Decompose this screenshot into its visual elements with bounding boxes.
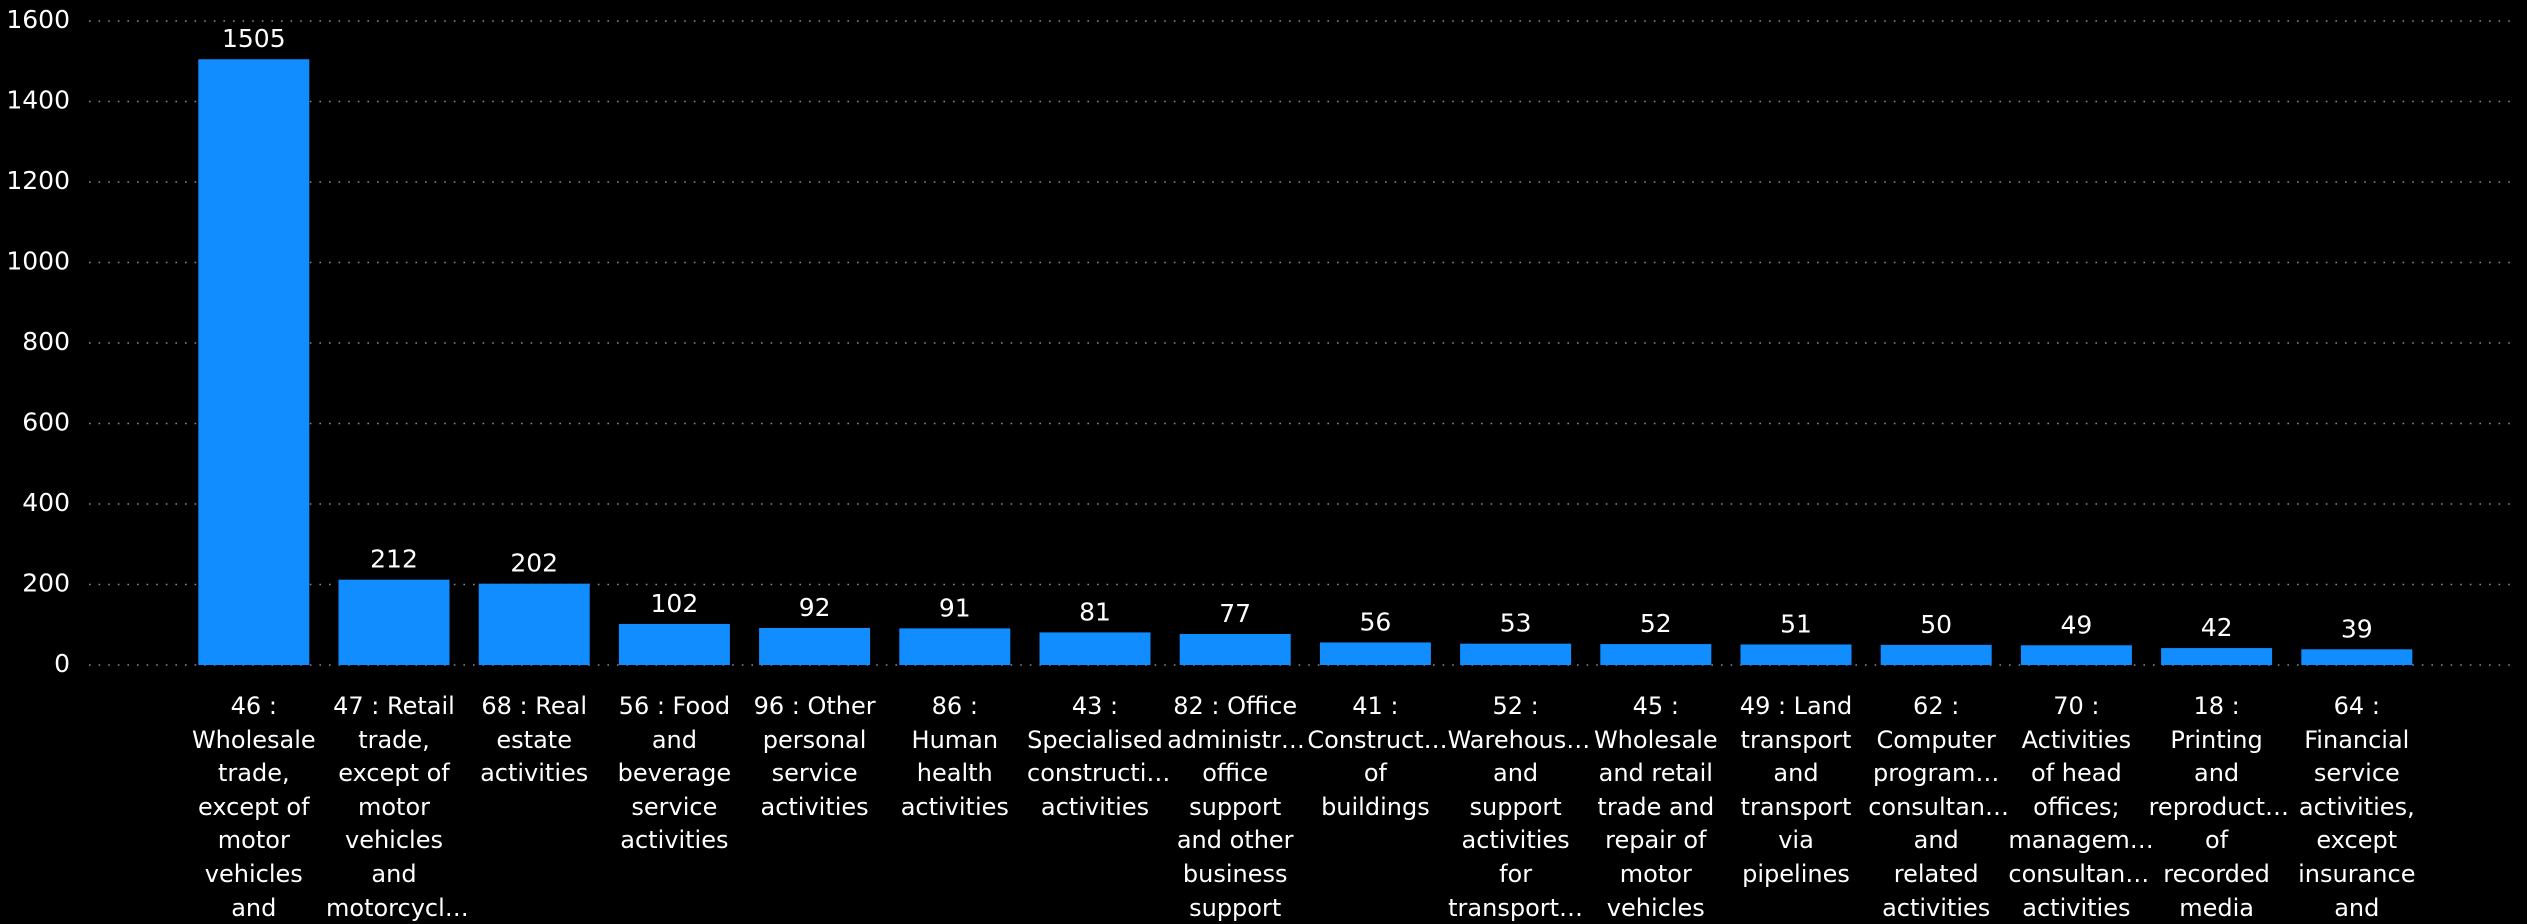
y-tick-label: 1600: [6, 5, 70, 34]
data-label: 202: [510, 549, 558, 578]
x-tick-label: 18 : Printing and reproduct… of recorded…: [2148, 692, 2290, 922]
bar: [2161, 648, 2273, 665]
x-tick-label: 45 : Wholesale and retail trade and repa…: [1593, 692, 1718, 922]
x-tick-label: 68 : Real estate activities: [480, 692, 589, 788]
y-tick-label: 1200: [6, 166, 70, 195]
x-tick-label: 41 : Construct… of buildings: [1307, 692, 1448, 821]
data-label: 50: [1920, 610, 1952, 639]
x-tick-label: 82 : Office administr… office support an…: [1167, 692, 1305, 922]
data-label: 53: [1500, 609, 1532, 638]
data-label: 102: [651, 589, 699, 618]
bar: [1460, 643, 1572, 665]
bar: [2020, 645, 2132, 665]
bar: [478, 583, 590, 665]
x-tick-label: 43 : Specialised constructi… activities: [1027, 692, 1171, 821]
y-tick-label: 0: [54, 649, 70, 678]
y-tick-label: 1000: [6, 247, 70, 276]
x-tick-label: 52 : Warehous… and support activities fo…: [1447, 692, 1591, 922]
y-tick-label: 1400: [6, 86, 70, 115]
bar: [2301, 649, 2413, 665]
data-label: 1505: [222, 24, 286, 53]
x-tick-label: 86 : Human health activities: [900, 692, 1009, 821]
x-tick-label: 46 : Wholesale trade, except of motor ve…: [191, 692, 316, 922]
bar: [1319, 642, 1431, 665]
bar: [198, 59, 310, 666]
x-tick-label: 49 : Land transport and transport via pi…: [1739, 692, 1853, 888]
bar: [338, 579, 450, 665]
x-tick-label: 62 : Computer program… consultan… and re…: [1868, 692, 2009, 922]
data-label: 81: [1079, 597, 1111, 626]
bar: [1600, 644, 1712, 665]
data-label: 91: [939, 593, 971, 622]
x-tick-label: 96 : Other personal service activities: [753, 692, 876, 821]
bar: [618, 623, 730, 665]
bar: [899, 628, 1011, 665]
x-tick-label: 64 : Financial service activities, excep…: [2298, 692, 2416, 922]
y-tick-label: 200: [22, 569, 70, 598]
bar: [1880, 644, 1992, 665]
data-label: 39: [2341, 614, 2373, 643]
bar: [759, 627, 871, 665]
data-label: 77: [1219, 599, 1251, 628]
x-tick-label: 56 : Food and beverage service activitie…: [617, 692, 732, 855]
data-label: 51: [1780, 609, 1812, 638]
y-tick-label: 400: [22, 488, 70, 517]
y-tick-label: 600: [22, 408, 70, 437]
x-tick-label: 70 : Activities of head offices; managem…: [2008, 692, 2154, 922]
data-label: 92: [799, 593, 831, 622]
x-tick-label: 47 : Retail trade, except of motor vehic…: [326, 692, 469, 922]
data-label: 52: [1640, 609, 1672, 638]
data-label: 49: [2060, 610, 2092, 639]
bar: [1179, 634, 1291, 665]
data-label: 56: [1359, 607, 1391, 636]
data-label: 42: [2201, 613, 2233, 642]
bar: [1740, 644, 1852, 665]
y-tick-label: 800: [22, 327, 70, 356]
bar: [1039, 632, 1151, 665]
data-label: 212: [370, 545, 418, 574]
